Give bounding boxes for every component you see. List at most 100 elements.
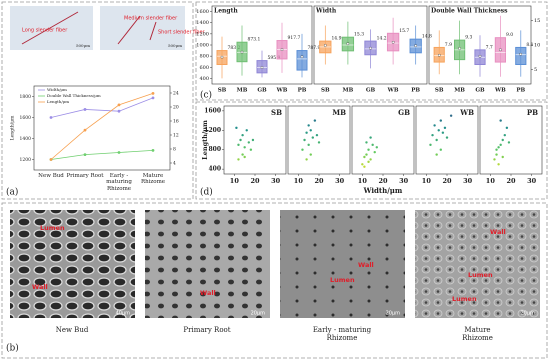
sem-caption: Early - maturing Rhizome	[312, 326, 372, 343]
x-tick-label: GB	[257, 88, 267, 94]
mean-label: 783.2	[228, 45, 241, 51]
subplot-title: Width	[315, 8, 337, 15]
y-tick-label: 1400	[20, 136, 32, 142]
mean-label: 15.3	[354, 32, 364, 38]
x-axis-label: Width/μm	[363, 186, 403, 195]
legend-label: Length/μm	[47, 99, 69, 104]
series-point	[117, 151, 121, 154]
scatter-point	[313, 119, 317, 122]
panel-label: (d)	[200, 187, 213, 198]
sem-label: Lumen	[40, 224, 65, 232]
scatter-point	[237, 158, 240, 161]
mean-marker	[324, 44, 327, 47]
scatter-point	[303, 138, 306, 142]
y2-tick-label: 12	[173, 133, 179, 139]
x-tick-label: GB	[475, 88, 485, 94]
scatter-point	[431, 133, 434, 137]
series-point	[83, 153, 87, 157]
y-tick-label: 10	[534, 43, 540, 49]
mean-marker	[414, 44, 417, 47]
subplot-title: Length	[214, 8, 238, 15]
scatter-point	[449, 114, 453, 117]
scatter-point	[315, 133, 319, 137]
scatter-point	[375, 146, 378, 149]
series-point	[49, 158, 53, 161]
scatter-point	[365, 141, 368, 144]
scatter-point	[307, 143, 310, 147]
y-tick-label: 400	[208, 166, 221, 173]
scatter-point	[243, 155, 246, 159]
scatter-point	[497, 163, 500, 166]
mean-marker	[438, 54, 441, 57]
fiber-label: Long slender fiber	[22, 28, 68, 34]
scatter-point	[249, 148, 253, 151]
x-tick-label: 20	[378, 177, 388, 185]
fiber-label: Short slender fiber	[158, 30, 206, 36]
scatter-point	[435, 138, 438, 142]
x-tick-label: 30	[271, 177, 281, 185]
fiber-label: Medium slender fiber	[124, 16, 178, 22]
scatter-point	[499, 143, 502, 147]
scale-bar: 20μm	[386, 311, 401, 317]
scatter-point	[251, 138, 255, 142]
x-tick-label: PB	[298, 88, 307, 94]
scale-bar: 20μm	[521, 311, 536, 317]
mean-marker	[499, 48, 502, 52]
sem-label: Wall	[200, 289, 216, 297]
plot-frame	[33, 85, 171, 171]
legend-label: Width/μm	[47, 87, 67, 92]
scatter-point	[363, 155, 366, 159]
mean-label: 9.3	[465, 35, 472, 41]
mean-marker	[458, 47, 461, 50]
x-tick-label: WB	[276, 88, 288, 94]
subplot-title: MB	[332, 108, 346, 117]
sem-label: Lumen	[452, 295, 477, 303]
scatter-point	[503, 133, 506, 137]
x-tick-label: MB	[343, 88, 354, 94]
x-tick-label: PB	[411, 88, 420, 94]
scatter-point	[367, 160, 370, 164]
mean-label: 7.9	[445, 42, 452, 48]
panel-label: (a)	[6, 187, 18, 198]
sem-images: Lumen Wall 40μm Wall 20μm Lumen Wall 20μ…	[10, 210, 540, 318]
sem-label: Wall	[490, 228, 506, 236]
x-tick-label: 30	[335, 177, 345, 185]
scatter-point	[441, 131, 445, 134]
y2-tick-label: 24	[173, 91, 179, 97]
y-tick-label: 1200	[196, 31, 209, 37]
scale-bar: 500μm	[76, 43, 90, 48]
micrographs: Long slender fiber Medium slender fiber …	[10, 6, 206, 50]
scatter-point	[371, 143, 374, 147]
series-line	[50, 150, 154, 160]
scatter-point	[241, 133, 244, 137]
x-tick-label: 10	[358, 177, 368, 185]
x-tick-label: SB	[321, 88, 330, 94]
y-tick-label: 800	[199, 54, 209, 60]
y-tick-label: 1600	[196, 9, 209, 15]
mean-label: 9.0	[506, 32, 513, 38]
panel-label: (c)	[200, 90, 212, 101]
mean-marker	[300, 55, 304, 58]
y2-tick-label: 4	[173, 161, 176, 167]
y-tick-label: 600	[199, 65, 209, 71]
y2-tick-label: 16	[173, 119, 179, 125]
scatter-point	[505, 126, 509, 130]
series-line	[50, 97, 154, 118]
plot-frame	[313, 5, 428, 85]
scatter-point	[439, 148, 442, 151]
scatter-point	[243, 146, 246, 149]
sem-caption: New Bud	[55, 326, 89, 334]
y-tick-label: 1000	[196, 43, 209, 49]
scatter-point	[305, 131, 308, 134]
scatter-point	[307, 124, 310, 127]
scatter-point	[369, 136, 372, 139]
y-tick-label: 400	[199, 76, 209, 82]
mean-label: 14.8	[422, 34, 432, 40]
scale-bar: 20μm	[251, 311, 266, 317]
box-body	[515, 46, 527, 65]
mean-marker	[220, 55, 224, 59]
y-tick-label: 1200	[204, 127, 221, 134]
